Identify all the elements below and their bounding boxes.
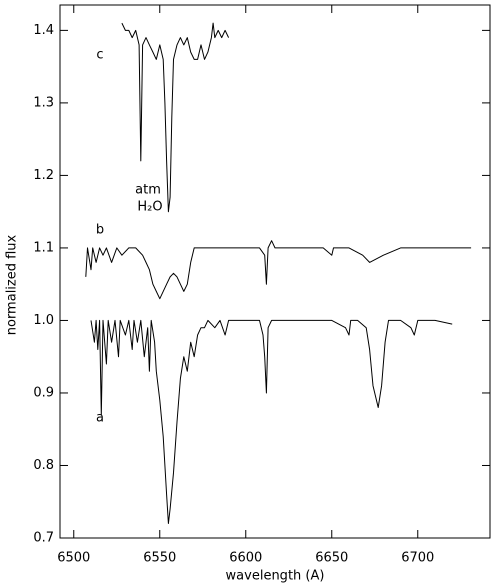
spectrum-line	[90, 319, 453, 524]
y-axis-label: normalized flux	[5, 234, 20, 335]
annotation: H₂O	[137, 200, 162, 215]
x-tick-label: 6650	[315, 551, 348, 566]
annotation: c	[96, 48, 103, 63]
y-tick-label: 1.3	[33, 95, 54, 110]
y-tick-label: 1.4	[33, 23, 54, 38]
y-tick-label: 1.1	[33, 240, 54, 255]
x-tick-label: 6550	[143, 551, 176, 566]
x-tick-label: 6700	[401, 551, 434, 566]
x-axis-label: wavelength (A)	[226, 569, 325, 584]
y-tick-label: 0.7	[33, 531, 54, 546]
plot-frame	[59, 4, 491, 539]
annotation: a	[96, 411, 104, 426]
y-tick-label: 0.8	[33, 458, 54, 473]
x-tick-label: 6600	[229, 551, 262, 566]
y-tick-label: 0.9	[33, 385, 54, 400]
spectrum-line	[121, 22, 230, 213]
annotation: atm	[135, 183, 161, 198]
y-tick-label: 1.2	[33, 168, 54, 183]
annotation: b	[96, 223, 104, 238]
spectrum-line	[85, 240, 472, 300]
y-tick-label: 1.0	[33, 313, 54, 328]
x-tick-label: 6500	[57, 551, 90, 566]
